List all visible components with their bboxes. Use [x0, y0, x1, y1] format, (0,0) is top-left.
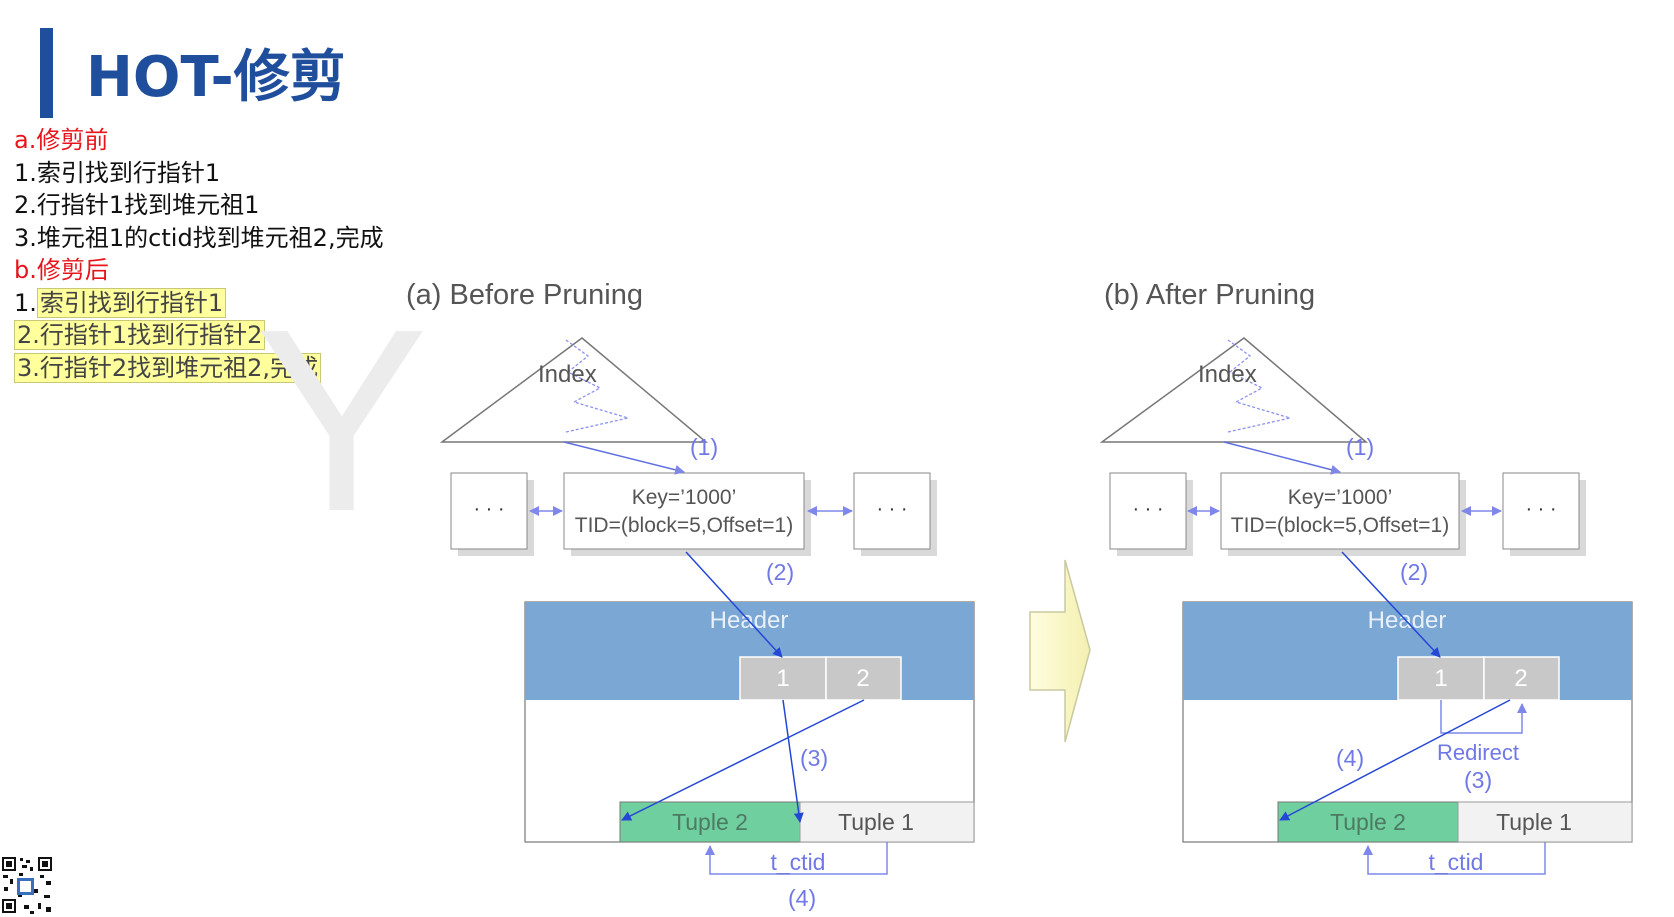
dots-right-before: · · ·	[876, 498, 907, 520]
arrow-step2-before	[685, 551, 783, 658]
key-line1-after: Key=’1000’	[1288, 486, 1393, 509]
redirect-bracket-after	[1440, 700, 1527, 734]
key-line2-after: TID=(block=5,Offset=1)	[1231, 514, 1449, 537]
before-step-1: 1.索引找到行指针1	[14, 158, 221, 187]
qr-code-icon	[0, 855, 54, 917]
line-pointer-2-before	[825, 656, 902, 701]
ctid-bracket-before	[705, 842, 888, 875]
arrow-step1-after	[1223, 441, 1341, 475]
key-box-before	[563, 472, 805, 550]
after-step-1-prefix: 1.	[14, 288, 37, 317]
dots-left-after: · · ·	[1132, 498, 1163, 520]
diagram-after: (b) After Pruning Index · · · Key=’1000’…	[1099, 279, 1633, 875]
pointer-2-label-after: 2	[1514, 665, 1527, 692]
page-title: HOT-修剪	[86, 45, 346, 110]
step2-label-after: (2)	[1400, 559, 1428, 585]
index-path-after	[1227, 339, 1293, 433]
after-step-2: 2.行指针1找到行指针2	[14, 319, 384, 352]
before-step-3: 3.堆元祖1的ctid找到堆元祖2,完成	[14, 223, 384, 252]
diagram-before: (a) Before Pruning Index · · · Key=’1000…	[406, 279, 975, 911]
arrow-step3-before	[782, 699, 804, 823]
pointer-1-label-after: 1	[1434, 665, 1447, 692]
after-step-1: 1. 索引找到行指针1	[14, 287, 384, 320]
after-step-2-highlight: 2.行指针1找到行指针2	[14, 320, 266, 350]
dots-left-before: · · ·	[473, 498, 504, 520]
tuple-1-after	[1457, 801, 1633, 843]
key-box-after	[1220, 472, 1460, 550]
dots-right-box-after	[1502, 472, 1580, 550]
transition-arrow	[1029, 559, 1091, 743]
step4-label-after: (4)	[1336, 745, 1364, 771]
dots-right-after: · · ·	[1525, 498, 1556, 520]
tuple-2-label-before: Tuple 2	[672, 809, 748, 835]
key-line2-before: TID=(block=5,Offset=1)	[575, 514, 793, 537]
pointer-1-label-before: 1	[776, 665, 789, 692]
after-step-1-highlight: 索引找到行指针1	[36, 287, 227, 318]
caption-after: (b) After Pruning	[1104, 279, 1315, 311]
tuple-1-before	[799, 801, 975, 843]
watermark-glyph: Y	[255, 276, 428, 566]
caption-before: (a) Before Pruning	[406, 279, 643, 311]
step3-label-after: (3)	[1464, 767, 1492, 793]
tuple-1-label-before: Tuple 1	[838, 809, 914, 835]
step2-label-before: (2)	[766, 559, 794, 585]
ctid-bracket-after	[1363, 842, 1546, 875]
index-triangle-before	[439, 337, 709, 443]
before-step-2: 2.行指针1找到堆元祖1	[14, 191, 260, 219]
arrow-pointer2-before	[621, 699, 865, 821]
step4-label-before: (4)	[788, 885, 816, 911]
notes-panel: a.修剪前 1.索引找到行指针1 2.行指针1找到堆元祖1 3.堆元祖1的cti…	[14, 124, 384, 384]
ctid-label-after: t_ctid	[1429, 849, 1484, 875]
title-accent-bar	[40, 28, 53, 118]
tuple-2-label-after: Tuple 2	[1330, 809, 1406, 835]
after-heading: b.修剪后	[14, 256, 109, 284]
header-label-after: Header	[1368, 607, 1447, 634]
index-label-after: Index	[1198, 361, 1257, 388]
line-pointer-1-before	[739, 656, 827, 701]
dots-right-box-before	[853, 472, 931, 550]
index-label-before: Index	[538, 361, 597, 388]
pointer-2-label-before: 2	[856, 665, 869, 692]
arrow-step4-after	[1279, 699, 1511, 821]
line-pointer-2-after	[1483, 656, 1560, 701]
redirect-label-after: Redirect	[1437, 740, 1519, 765]
index-triangle-after	[1099, 337, 1369, 443]
step1-label-before: (1)	[690, 434, 718, 460]
before-heading: a.修剪前	[14, 126, 109, 154]
after-step-3: 3.行指针2找到堆元祖2,完成	[14, 352, 384, 385]
dots-left-box-before	[450, 472, 528, 550]
tuple-2-after	[1277, 801, 1459, 843]
arrow-step2-after	[1341, 551, 1441, 658]
dots-left-box-after	[1109, 472, 1187, 550]
key-line1-before: Key=’1000’	[632, 486, 737, 509]
tuple-1-label-after: Tuple 1	[1496, 809, 1572, 835]
step1-label-after: (1)	[1346, 434, 1374, 460]
index-path-before	[565, 339, 631, 433]
arrow-step1-before	[563, 441, 685, 475]
after-step-3-highlight: 3.行指针2找到堆元祖2,完成	[14, 352, 322, 383]
ctid-label-before: t_ctid	[771, 849, 826, 875]
step3-label-before: (3)	[800, 745, 828, 771]
tuple-2-before	[619, 801, 801, 843]
